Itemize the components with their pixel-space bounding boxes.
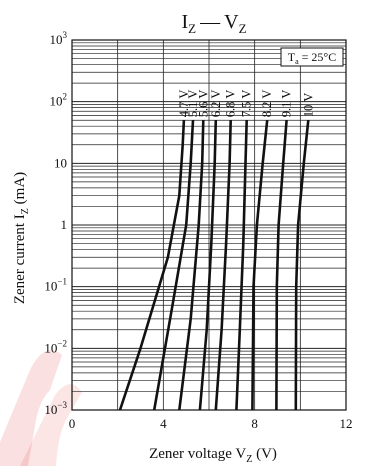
series-label: 6.2 V xyxy=(209,90,223,118)
series-line xyxy=(178,120,205,411)
y-tick-label: 10−3 xyxy=(44,400,67,417)
annotation-rest: = 25°C xyxy=(299,50,337,64)
chart-title-main-sub: Z xyxy=(188,21,196,36)
x-tick-label: 0 xyxy=(69,416,76,431)
series-line xyxy=(214,120,232,411)
x-axis-label-text: Zener voltage V xyxy=(149,446,246,462)
y-tick-label: 103 xyxy=(50,30,68,47)
series-line xyxy=(198,120,218,411)
series-label: 7.5 V xyxy=(240,90,254,118)
series-labels: 4.7 V5.1 V5.6 V6.2 V 6.8 V 7.5 V 8.2 V 9.1 V… xyxy=(177,90,315,118)
series-label: 5.1 V xyxy=(186,90,200,118)
annotation-box xyxy=(280,47,344,67)
annotation-t: T xyxy=(288,50,296,64)
plot-grid xyxy=(71,40,347,411)
x-axis-label: Zener voltage VZ (V) xyxy=(149,446,277,465)
chart-title-main: I xyxy=(181,11,188,33)
series-label: 4.7 V xyxy=(177,90,191,118)
series-line xyxy=(118,120,186,411)
y-tick-label: 10−1 xyxy=(44,277,67,294)
series-label: 8.2 V xyxy=(260,90,274,118)
chart-title: IZ — VZ xyxy=(181,11,246,36)
series-line xyxy=(251,120,269,411)
plot-curves xyxy=(118,120,310,411)
annotation-sub: a xyxy=(295,57,299,66)
temperature-annotation: Ta = 25°C xyxy=(288,50,336,66)
series-line xyxy=(152,120,195,411)
chart-title-rest: V xyxy=(224,11,239,33)
y-axis-label-text: Zener current I xyxy=(12,214,28,304)
x-tick-label: 4 xyxy=(160,416,167,431)
series-line xyxy=(294,120,310,411)
chart-title-rest-sub: Z xyxy=(239,21,247,36)
y-tick-label: 1 xyxy=(61,217,68,232)
y-axis-label: Zener current IZ (mA) xyxy=(12,172,31,304)
plot-frame xyxy=(71,39,347,411)
x-tick-label: 8 xyxy=(251,416,258,431)
series-line xyxy=(235,120,248,411)
y-tick-label: 102 xyxy=(50,92,68,109)
x-axis-label-sub: Z xyxy=(246,454,252,465)
x-tick-label: 12 xyxy=(340,416,353,431)
y-axis-label-unit: (mA) xyxy=(12,172,28,208)
series-label: 10 V xyxy=(301,93,315,117)
series-line xyxy=(275,120,288,411)
chart-title-dash: — xyxy=(199,11,221,33)
y-tick-label: 10 xyxy=(54,155,67,170)
y-tick-label: 10−2 xyxy=(44,338,67,355)
x-axis-label-unit: (V) xyxy=(252,446,277,462)
y-axis-label-sub: Z xyxy=(20,208,31,214)
series-label: 9.1 V xyxy=(280,90,294,118)
series-label: 6.8 V xyxy=(224,90,238,118)
x-tick-labels: 0 4 8 12 xyxy=(69,416,353,431)
series-label: 5.6 V xyxy=(196,90,210,118)
